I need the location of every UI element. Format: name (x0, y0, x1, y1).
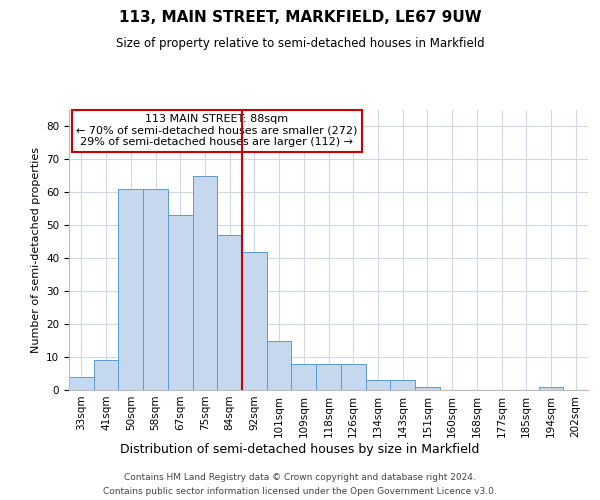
Bar (267, 340, 292, 390)
Bar (316, 364, 341, 390)
Bar (390, 380, 415, 390)
Bar (539, 386, 563, 390)
Text: 113 MAIN STREET: 88sqm
← 70% of semi-detached houses are smaller (272)
29% of se: 113 MAIN STREET: 88sqm ← 70% of semi-det… (76, 114, 358, 148)
Bar (193, 176, 217, 390)
Y-axis label: Number of semi-detached properties: Number of semi-detached properties (31, 147, 41, 353)
Bar (341, 364, 365, 390)
Bar (118, 189, 143, 390)
Text: Size of property relative to semi-detached houses in Markfield: Size of property relative to semi-detach… (116, 38, 484, 51)
Bar (168, 216, 193, 390)
Text: Distribution of semi-detached houses by size in Markfield: Distribution of semi-detached houses by … (121, 442, 479, 456)
Bar (292, 364, 316, 390)
Bar (365, 380, 390, 390)
Bar (415, 386, 440, 390)
Bar (242, 252, 267, 390)
Text: 113, MAIN STREET, MARKFIELD, LE67 9UW: 113, MAIN STREET, MARKFIELD, LE67 9UW (119, 10, 481, 25)
Bar (217, 235, 242, 390)
Bar (94, 360, 118, 390)
Text: Contains HM Land Registry data © Crown copyright and database right 2024.: Contains HM Land Registry data © Crown c… (124, 472, 476, 482)
Bar (143, 189, 168, 390)
Text: Contains public sector information licensed under the Open Government Licence v3: Contains public sector information licen… (103, 488, 497, 496)
Bar (69, 377, 94, 390)
